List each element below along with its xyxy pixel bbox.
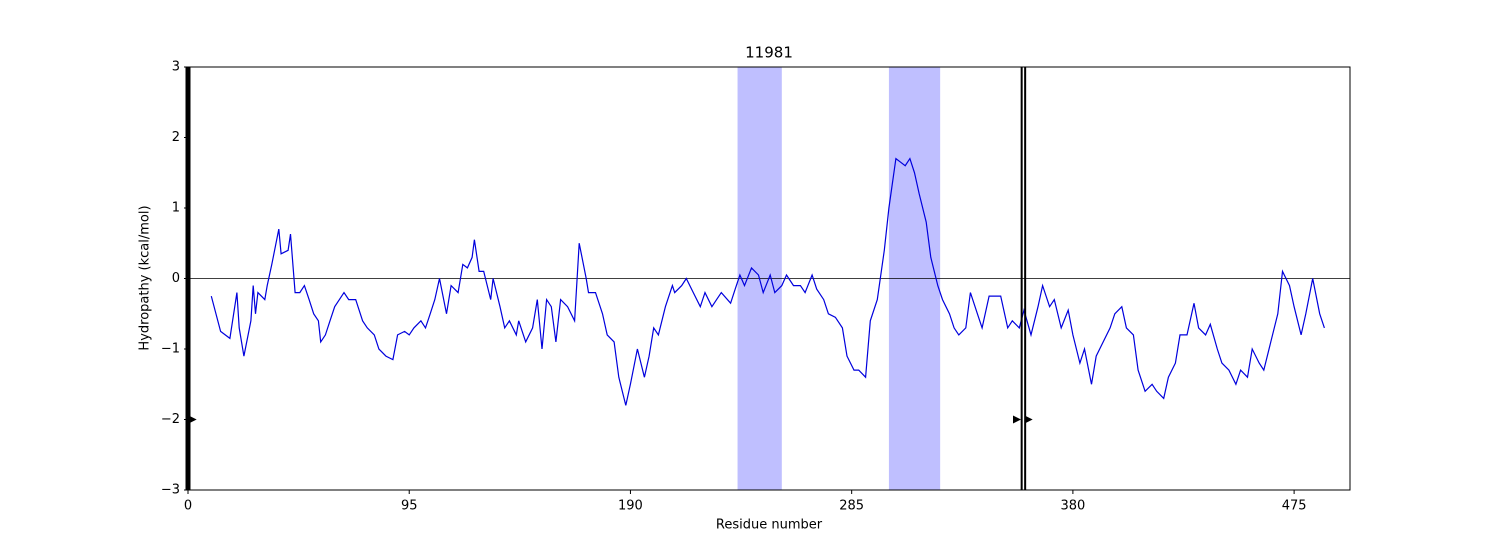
marker xyxy=(1013,415,1022,424)
y-tick-label: 1 xyxy=(172,201,180,216)
marker xyxy=(188,415,197,424)
y-tick-label: −2 xyxy=(161,412,180,427)
y-tick-label: 2 xyxy=(172,130,180,145)
y-tick-label: −1 xyxy=(161,342,180,357)
x-tick-label: 95 xyxy=(401,499,418,514)
x-tick-label: 380 xyxy=(1060,499,1085,514)
x-tick-label: 285 xyxy=(839,499,864,514)
y-tick-label: −3 xyxy=(161,483,180,498)
x-tick-label: 190 xyxy=(618,499,643,514)
y-tick-label: 3 xyxy=(172,60,180,75)
y-axis-label: Hydropathy (kcal/mol) xyxy=(138,205,153,350)
marker xyxy=(1024,415,1033,424)
chart-title: 11981 xyxy=(745,44,793,62)
x-axis-label: Residue number xyxy=(716,518,823,533)
x-tick-label: 475 xyxy=(1282,499,1307,514)
x-tick-label: 0 xyxy=(184,499,192,514)
hydropathy-line xyxy=(210,157,1325,406)
y-tick-label: 0 xyxy=(172,271,180,286)
